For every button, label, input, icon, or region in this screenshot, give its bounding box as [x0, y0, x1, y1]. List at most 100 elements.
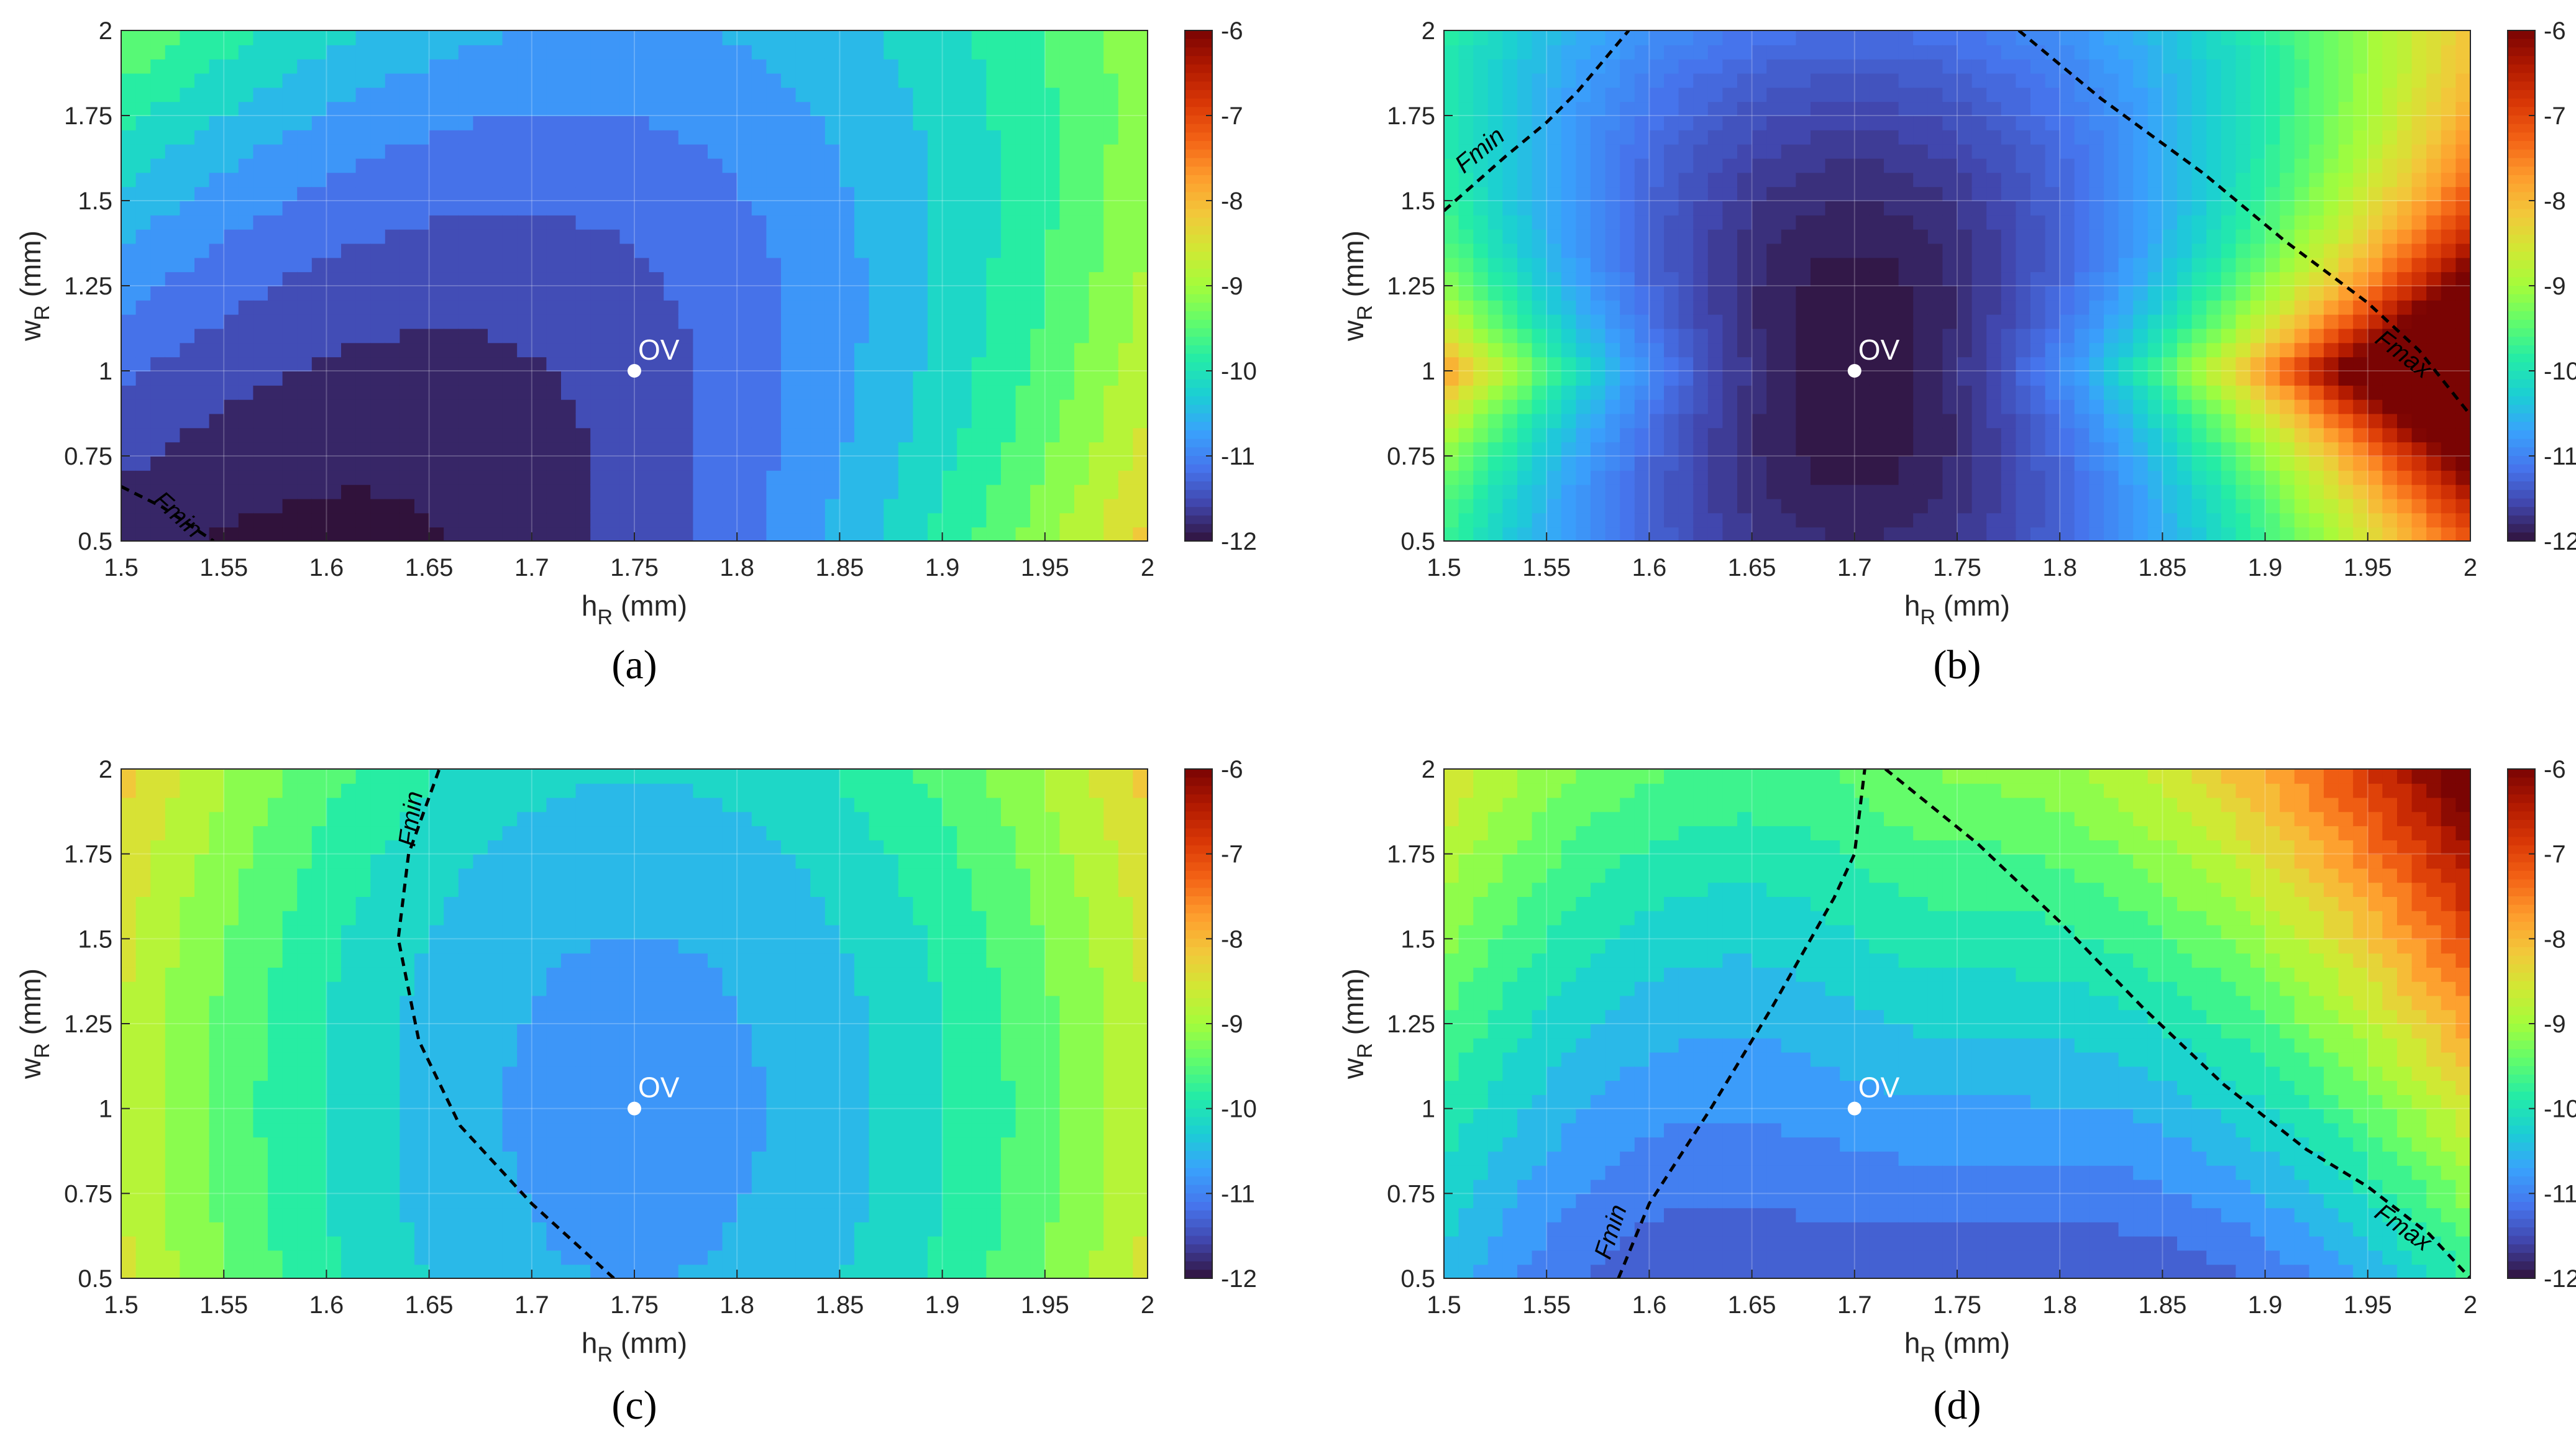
- heat-cell: [1015, 470, 1031, 485]
- heat-cell: [957, 299, 972, 315]
- heat-cell: [341, 357, 357, 371]
- heat-cell: [942, 328, 958, 343]
- heat-cell: [2221, 498, 2237, 514]
- heat-cell: [1811, 342, 1826, 358]
- colorbar-segment: [1185, 116, 1212, 125]
- heat-cell: [355, 484, 372, 499]
- heat-cell: [928, 116, 943, 130]
- heat-cell: [1517, 143, 1533, 159]
- heat-cell: [1707, 413, 1724, 429]
- heat-cell: [1532, 257, 1548, 273]
- heat-cell: [2367, 243, 2383, 258]
- x-tick-label: 1.5: [104, 554, 139, 581]
- heat-cell: [1884, 527, 1899, 541]
- heat-cell: [150, 328, 166, 343]
- heat-cell: [2324, 470, 2339, 485]
- heat-cell: [1649, 527, 1665, 541]
- heat-cell: [1766, 243, 1782, 258]
- heat-cell: [575, 512, 591, 528]
- heat-cell: [473, 384, 488, 400]
- heat-cell: [664, 399, 679, 414]
- heat-cell: [1576, 101, 1591, 116]
- heat-cell: [1044, 214, 1061, 230]
- heat-cell: [1089, 116, 1105, 130]
- heat-cell: [869, 342, 885, 358]
- heat-cell: [1693, 201, 1709, 216]
- heat-cell: [209, 201, 225, 216]
- heat-cell: [2367, 442, 2383, 457]
- colorbar-segment: [1185, 183, 1212, 193]
- heat-cell: [194, 158, 210, 173]
- heat-cell: [2324, 158, 2339, 173]
- heat-cell: [444, 186, 459, 201]
- heat-cell: [1898, 271, 1914, 286]
- heat-cell: [1664, 73, 1679, 88]
- heat-cell: [1927, 286, 1943, 301]
- heat-cell: [2104, 58, 2119, 74]
- heat-cell: [444, 87, 459, 102]
- heat-cell: [1766, 413, 1782, 429]
- heat-cell: [2206, 314, 2222, 329]
- heat-cell: [517, 172, 532, 188]
- heat-cell: [2045, 87, 2061, 102]
- heat-cell: [135, 456, 152, 471]
- heat-cell: [664, 101, 679, 116]
- heat-cell: [1517, 299, 1533, 315]
- heat-cell: [1927, 214, 1943, 230]
- heat-cell: [2147, 427, 2163, 443]
- heat-cell: [1913, 328, 1929, 343]
- heat-cell: [2367, 527, 2383, 541]
- heat-cell: [1561, 286, 1577, 301]
- heat-cell: [942, 271, 958, 286]
- heat-cell: [488, 214, 503, 230]
- heat-cell: [1532, 512, 1548, 528]
- heat-cell: [1722, 484, 1738, 499]
- heat-cell: [531, 314, 547, 329]
- heat-cell: [1487, 527, 1504, 541]
- heat-cell: [326, 73, 342, 88]
- heat-cell: [884, 214, 899, 230]
- heat-cell: [2353, 299, 2368, 315]
- colorbar-segment: [1185, 439, 1212, 448]
- heat-cell: [1898, 87, 1914, 102]
- heat-cell: [135, 271, 152, 286]
- heat-cell: [1074, 357, 1090, 371]
- heat-cell: [1796, 229, 1811, 244]
- heat-cell: [1561, 498, 1577, 514]
- heat-cell: [194, 456, 210, 471]
- heat-cell: [473, 257, 488, 273]
- heat-cell: [1927, 243, 1943, 258]
- heat-cell: [2294, 342, 2310, 358]
- heat-cell: [444, 527, 459, 541]
- heat-cell: [2250, 399, 2266, 414]
- heat-cell: [1678, 371, 1694, 386]
- heat-cell: [1059, 101, 1075, 116]
- heat-cell: [2236, 427, 2251, 443]
- heat-cell: [165, 214, 181, 230]
- heat-cell: [385, 299, 401, 315]
- heat-cell: [2045, 229, 2061, 244]
- heat-cell: [1532, 44, 1548, 60]
- heat-cell: [751, 243, 767, 258]
- heat-cell: [2191, 229, 2208, 244]
- heat-cell: [2206, 143, 2222, 159]
- heat-cell: [2221, 101, 2237, 116]
- heat-cell: [751, 314, 767, 329]
- heat-cell: [590, 172, 606, 188]
- heat-cell: [502, 44, 518, 60]
- heat-cell: [619, 101, 635, 116]
- heat-cell: [1458, 243, 1474, 258]
- heat-cell: [2162, 371, 2178, 386]
- heat-cell: [2162, 384, 2178, 400]
- heat-cell: [121, 384, 137, 400]
- heat-cell: [238, 201, 254, 216]
- heat-cell: [341, 143, 357, 159]
- heat-cell: [297, 299, 313, 315]
- heat-cell: [1781, 186, 1797, 201]
- heat-cell: [180, 87, 195, 102]
- heat-cell: [2382, 201, 2398, 216]
- heat-cell: [854, 229, 870, 244]
- heat-cell: [1458, 427, 1474, 443]
- heat-cell: [664, 328, 679, 343]
- heat-cell: [1605, 257, 1621, 273]
